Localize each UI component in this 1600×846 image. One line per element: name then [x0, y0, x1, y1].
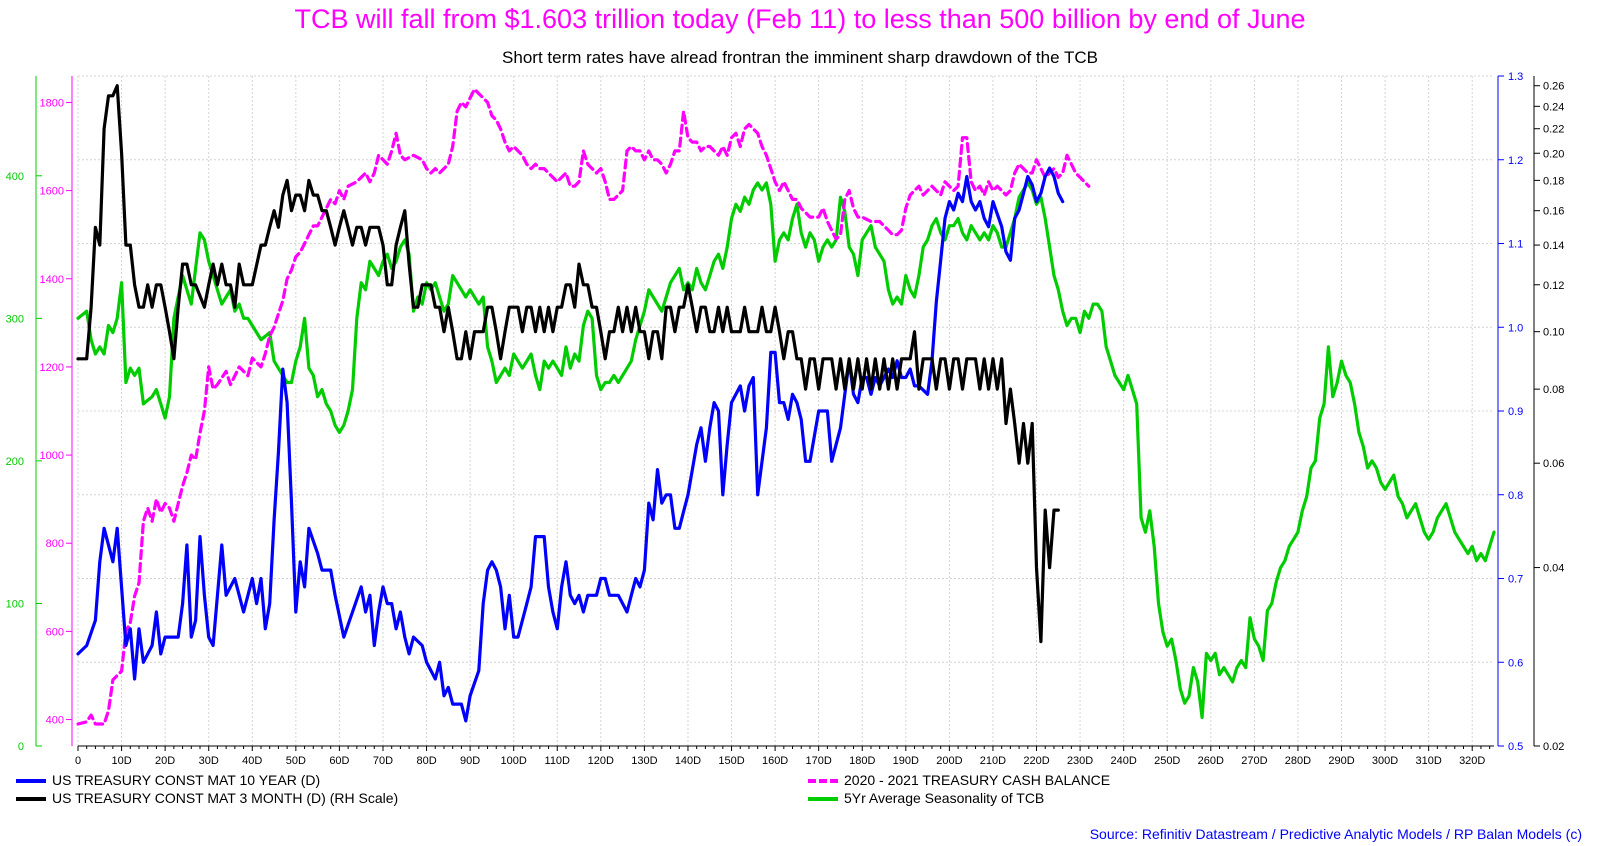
left-magenta-tick-label: 800	[46, 538, 64, 550]
left-magenta-tick-label: 400	[46, 715, 64, 727]
right-black-tick-label: 0.16	[1543, 206, 1564, 218]
right-blue-tick-label: 0.5	[1508, 741, 1523, 753]
x-tick-label: 130D	[631, 755, 657, 767]
right-black-tick-label: 0.04	[1543, 563, 1564, 575]
right-black-tick-label: 0.20	[1543, 148, 1564, 160]
x-tick-label: 180D	[849, 755, 875, 767]
x-tick-label: 190D	[893, 755, 919, 767]
x-tick-label: 220D	[1023, 755, 1049, 767]
x-tick-label: 70D	[373, 755, 393, 767]
legend-item-tcb: 2020 - 2021 TREASURY CASH BALANCE	[808, 772, 1110, 788]
series-seasonal-line	[76, 181, 1496, 720]
right-black-tick-label: 0.12	[1543, 280, 1564, 292]
axis-layer: 0 10D 20D 30D 40D 50D 60D 70D 80D 90D 100D 110D 120D…	[6, 71, 1565, 767]
legend-item-seasonal: 5Yr Average Seasonality of TCB	[808, 790, 1044, 806]
series-layer	[76, 84, 1496, 726]
x-tick-label: 270D	[1241, 755, 1267, 767]
chart-title: TCB will fall from $1.603 trillion today…	[294, 4, 1306, 34]
x-tick-label: 210D	[980, 755, 1006, 767]
right-blue-tick-label: 0.7	[1508, 574, 1523, 586]
left-magenta-tick-label: 1600	[40, 186, 64, 198]
x-tick-label: 10D	[111, 755, 131, 767]
right-black-tick-label: 0.08	[1543, 384, 1564, 396]
legend-swatch-seasonal	[808, 797, 838, 802]
x-tick-label: 170D	[806, 755, 832, 767]
x-tick-label: 60D	[329, 755, 349, 767]
right-blue-tick-label: 0.9	[1508, 406, 1523, 418]
right-black-tick-label: 0.10	[1543, 327, 1564, 339]
right-black-tick-label: 0.18	[1543, 175, 1564, 187]
right-black-tick-label: 0.02	[1543, 741, 1564, 753]
right-blue-tick-label: 0.6	[1508, 657, 1523, 669]
series-3m-line	[76, 84, 1060, 644]
legend-label-seasonal: 5Yr Average Seasonality of TCB	[844, 790, 1045, 806]
legend-label-10y: US TREASURY CONST MAT 10 YEAR (D)	[52, 772, 321, 788]
right-black-tick-label: 0.06	[1543, 458, 1564, 470]
x-tick-label: 30D	[199, 755, 219, 767]
x-tick-label: 300D	[1372, 755, 1398, 767]
x-tick-label: 110D	[545, 755, 571, 767]
legend-item-3m: US TREASURY CONST MAT 3 MONTH (D) (RH Sc…	[16, 790, 398, 806]
left-magenta-tick-label: 1000	[40, 450, 64, 462]
x-tick-label: 240D	[1111, 755, 1137, 767]
right-black-tick-label: 0.14	[1543, 240, 1564, 252]
legend-item-10y: US TREASURY CONST MAT 10 YEAR (D)	[16, 772, 320, 788]
x-tick-label: 120D	[588, 755, 614, 767]
series-10y-line	[76, 166, 1065, 723]
legend-label-tcb: 2020 - 2021 TREASURY CASH BALANCE	[844, 772, 1111, 788]
right-blue-tick-label: 1.1	[1508, 239, 1523, 251]
right-black-tick-label: 0.24	[1543, 101, 1564, 113]
x-tick-label: 150D	[718, 755, 744, 767]
left-green-tick-label: 200	[6, 456, 24, 468]
right-black-tick-label: 0.22	[1543, 124, 1564, 136]
x-tick-label: 320D	[1459, 755, 1485, 767]
legend-swatch-tcb	[808, 779, 838, 784]
x-tick-label: 80D	[416, 755, 436, 767]
x-tick-label: 290D	[1328, 755, 1354, 767]
right-blue-tick-label: 0.8	[1508, 490, 1523, 502]
left-magenta-tick-label: 1800	[40, 97, 64, 109]
left-green-tick-label: 100	[6, 598, 24, 610]
source-note: Source: Refinitiv Datastream / Predictiv…	[1089, 826, 1582, 842]
x-tick-label: 280D	[1285, 755, 1311, 767]
right-black-tick-label: 0.26	[1543, 81, 1564, 93]
x-tick-label: 250D	[1154, 755, 1180, 767]
right-blue-tick-label: 1.2	[1508, 155, 1523, 167]
series-tcb-line	[76, 87, 1091, 726]
left-green-tick-label: 0	[18, 741, 24, 753]
x-tick-label: 40D	[242, 755, 262, 767]
legend-label-3m: US TREASURY CONST MAT 3 MONTH (D) (RH Sc…	[52, 790, 399, 806]
x-tick-label: 200D	[936, 755, 962, 767]
x-tick-label: 20D	[155, 755, 175, 767]
left-magenta-tick-label: 600	[46, 626, 64, 638]
legend-swatch-10y	[16, 779, 46, 784]
right-blue-tick-label: 1.0	[1508, 322, 1523, 334]
left-green-tick-label: 300	[6, 313, 24, 325]
x-tick-label: 0	[75, 755, 81, 767]
x-tick-label: 260D	[1198, 755, 1224, 767]
left-green-tick-label: 400	[6, 171, 24, 183]
legend-swatch-3m	[16, 797, 46, 802]
left-magenta-tick-label: 1400	[40, 274, 64, 286]
left-magenta-tick-label: 1200	[40, 362, 64, 374]
right-blue-tick-label: 1.3	[1508, 71, 1523, 83]
x-tick-label: 50D	[286, 755, 306, 767]
x-tick-label: 100D	[501, 755, 527, 767]
x-tick-label: 160D	[762, 755, 788, 767]
x-tick-label: 310D	[1415, 755, 1441, 767]
x-tick-label: 140D	[675, 755, 701, 767]
chart-subtitle: Short term rates have alread frontran th…	[502, 48, 1098, 67]
x-tick-label: 230D	[1067, 755, 1093, 767]
x-tick-label: 90D	[460, 755, 480, 767]
